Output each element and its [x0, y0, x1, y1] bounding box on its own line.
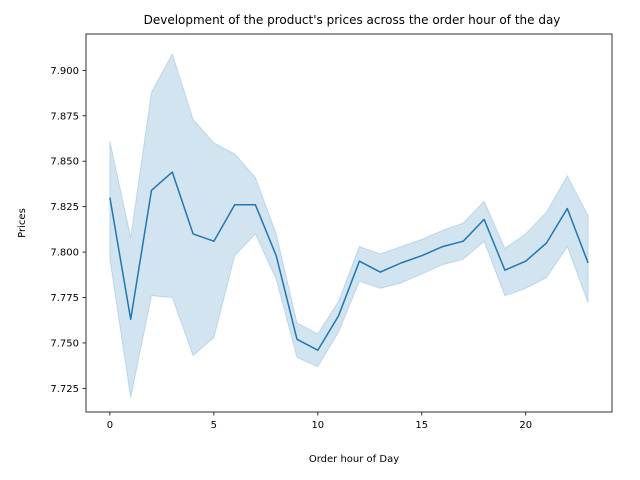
data-point — [482, 217, 486, 221]
x-tick-label: 0 — [107, 420, 113, 431]
series-line — [109, 171, 589, 351]
y-tick-label: 7.775 — [50, 293, 79, 304]
data-point — [295, 337, 299, 341]
y-tick-label: 7.725 — [50, 384, 79, 395]
chart-title: Development of the product's prices acro… — [144, 13, 561, 27]
plot-area — [108, 52, 590, 398]
y-axis-ticks: 7.725 7.750 7.775 7.800 7.825 7.850 7.875 7.900 — [50, 66, 86, 395]
data-point — [337, 314, 341, 318]
data-point — [233, 203, 237, 207]
x-axis-label: Order hour of Day — [309, 454, 399, 465]
data-point — [545, 241, 549, 245]
x-tick-label: 15 — [415, 420, 428, 431]
data-point — [316, 348, 320, 352]
x-tick-label: 20 — [519, 420, 532, 431]
data-point — [565, 207, 569, 211]
data-point — [441, 245, 445, 249]
y-tick-label: 7.875 — [50, 111, 79, 122]
data-point — [274, 254, 278, 258]
y-tick-label: 7.800 — [50, 248, 79, 259]
confidence-band — [109, 52, 589, 398]
data-point — [170, 170, 174, 174]
data-point — [212, 239, 216, 243]
data-point — [524, 259, 528, 263]
y-tick-label: 7.850 — [50, 157, 79, 168]
y-tick-label: 7.825 — [50, 202, 79, 213]
data-point — [503, 268, 507, 272]
y-tick-label: 7.900 — [50, 66, 79, 77]
x-tick-label: 10 — [311, 420, 324, 431]
data-point — [129, 317, 133, 321]
y-tick-label: 7.750 — [50, 338, 79, 349]
data-point — [191, 232, 195, 236]
data-point — [586, 261, 590, 265]
data-point — [357, 259, 361, 263]
data-point — [420, 254, 424, 258]
axes-frame — [85, 33, 613, 413]
data-point — [378, 270, 382, 274]
data-point — [461, 239, 465, 243]
data-point — [399, 261, 403, 265]
y-axis-label: Prices — [17, 208, 28, 238]
data-point — [150, 188, 154, 192]
data-point — [108, 196, 112, 200]
x-axis-ticks: 0 5 10 15 20 — [107, 412, 532, 431]
data-point — [253, 203, 257, 207]
x-tick-label: 5 — [211, 420, 217, 431]
